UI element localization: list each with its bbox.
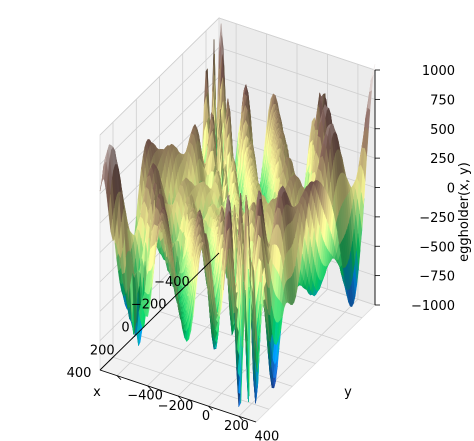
z-grid-line — [99, 17, 376, 136]
surface-mesh — [99, 23, 376, 407]
